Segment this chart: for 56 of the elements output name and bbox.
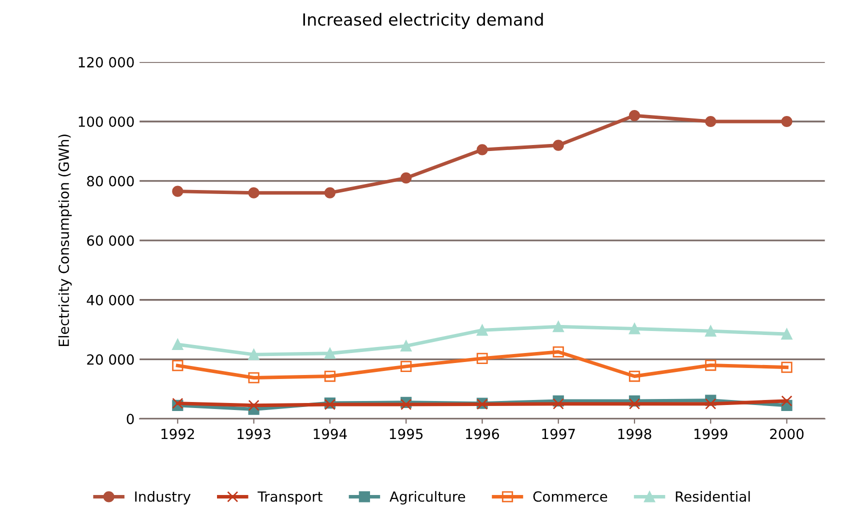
x-tick-label: 1992 [162,428,194,440]
x-tick-label: 1996 [466,428,500,440]
point [400,340,412,352]
chart-title: Increased electricity demand [303,12,543,30]
x-tick-label: 1994 [314,428,347,440]
point [172,186,184,197]
point [172,360,184,372]
point [324,370,336,382]
point [705,116,716,128]
point [400,172,412,184]
point [781,116,792,128]
x-tick-label: 1993 [238,428,270,440]
point [248,372,260,384]
y-axis-title: Electricity Consumption (GWh) [58,134,72,346]
x-tick-label: 1998 [618,428,652,440]
x-tick-label: 1999 [694,428,728,440]
point [324,187,336,198]
legend-label: Residential [676,491,750,502]
y-tick-label: 80 000 [87,176,134,186]
y-tick-label: 120 000 [78,57,134,68]
point [705,398,716,410]
point [248,400,260,411]
point [324,348,336,359]
legend-label: Commerce [533,491,608,502]
point [628,110,640,122]
point [172,338,184,350]
point [476,352,488,364]
point [781,328,792,340]
point [248,349,260,360]
x-tick-label: 2000 [770,428,804,440]
point [400,398,412,410]
point [552,321,564,332]
point [248,187,260,198]
point [628,323,640,334]
point [628,370,640,382]
point [705,326,716,337]
legend-label: Transport [258,491,322,504]
point [400,360,412,372]
legend-label: Agriculture [390,491,466,504]
y-tick-label: 40 000 [86,294,134,306]
point [552,140,564,151]
y-tick-label: 60 000 [87,235,134,246]
y-tick-label: 20 000 [87,354,134,365]
point [552,346,564,358]
point [476,324,488,336]
point [628,398,640,410]
point [705,360,716,371]
point [476,144,488,156]
legend-label: Industry [135,491,191,504]
y-tick-label: 0 [126,414,134,424]
y-tick-label: 100 000 [78,116,134,127]
point [552,398,564,410]
x-tick-label: 1997 [542,428,575,440]
point [781,395,792,406]
x-tick-label: 1995 [390,428,423,440]
point [781,362,792,373]
